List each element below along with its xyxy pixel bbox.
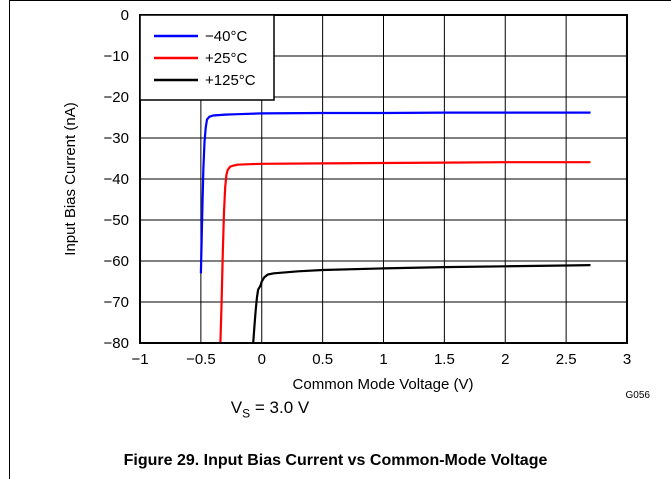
y-tick-labels: 0 −10 −20 −30 −40 −50 −60 −70 −80 (104, 7, 129, 352)
series-line-1 (219, 161, 591, 344)
x-tick-label: 2.5 (556, 351, 577, 368)
x-tick-label: 2 (501, 351, 509, 368)
y-tick-label: −40 (104, 171, 129, 188)
legend-label-1: +25°C (205, 50, 247, 67)
figure-caption: Figure 29. Input Bias Current vs Common-… (123, 452, 548, 469)
legend-label-0: −40°C (205, 28, 247, 45)
condition-value: = 3.0 V (250, 398, 310, 417)
test-condition: VS = 3.0 V (0, 398, 540, 420)
y-tick-label: −80 (104, 335, 129, 352)
x-tick-labels: −1 −0.5 0 0.5 1 1.5 2 2.5 3 (131, 351, 631, 368)
x-tick-label: 1.5 (434, 351, 455, 368)
chart: −1 −0.5 0 0.5 1 1.5 2 2.5 3 0 −10 −20 −30 −40 −50 −60 −… (62, 7, 651, 401)
y-tick-label: −20 (104, 89, 129, 106)
series-layer (199, 111, 591, 344)
series-line-0 (199, 111, 591, 274)
plot-border (139, 14, 628, 344)
x-tick-label: 3 (623, 351, 631, 368)
x-tick-label: 1 (379, 351, 387, 368)
y-tick-label: −30 (104, 130, 129, 147)
x-tick-label: 0.5 (312, 351, 333, 368)
frame-top-border (9, 0, 671, 1)
y-tick-label: −60 (104, 253, 129, 270)
x-axis-label: Common Mode Voltage (V) (293, 376, 474, 393)
chart-id-label: G056 (626, 390, 651, 401)
legend: −40°C +25°C +125°C (139, 14, 275, 101)
y-tick-label: −10 (104, 48, 129, 65)
x-tick-label: 0 (258, 351, 266, 368)
x-tick-label: −0.5 (186, 351, 216, 368)
condition-subscript: S (242, 406, 251, 421)
series-line-2 (252, 264, 591, 344)
condition-symbol: V (230, 398, 243, 417)
y-axis-label: Input Bias Current (nA) (62, 102, 79, 255)
x-tick-label: −1 (131, 351, 148, 368)
y-tick-label: 0 (121, 7, 129, 24)
frame-left-border (9, 0, 10, 479)
y-tick-label: −50 (104, 212, 129, 229)
legend-label-2: +125°C (205, 72, 256, 89)
y-tick-label: −70 (104, 294, 129, 311)
